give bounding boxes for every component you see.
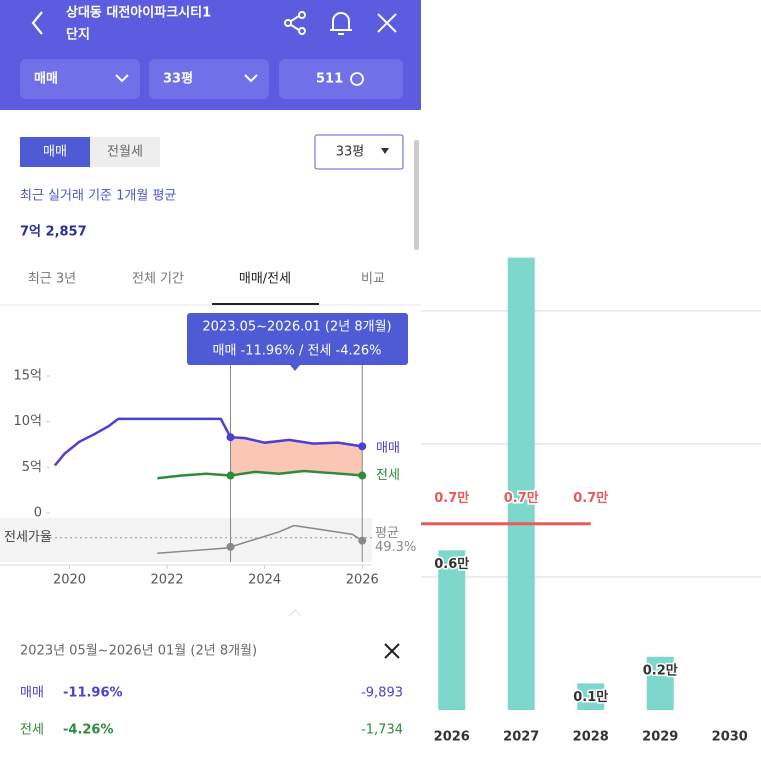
- average-label: 49.3%: [375, 540, 416, 555]
- x-tick-label: 2028: [573, 730, 609, 745]
- reference-label: 0.7만: [573, 490, 608, 506]
- reference-label: 0.7만: [504, 490, 539, 506]
- ratio-point: [226, 542, 235, 551]
- gap-area: [230, 437, 363, 476]
- summary-caption: 최근 실거래 기준 1개월 평균: [20, 189, 176, 204]
- ratio-line: [157, 524, 363, 554]
- filter-label: 매매: [34, 72, 58, 87]
- detail-name: 매매: [20, 686, 44, 701]
- x-tick-label: 2027: [503, 730, 539, 745]
- toggle-label: 전월세: [107, 145, 143, 160]
- toggle-active[interactable]: [20, 137, 90, 167]
- tab[interactable]: 비교: [361, 272, 385, 287]
- toggle-label: 매매: [43, 145, 67, 160]
- x-tick-label: 2030: [712, 730, 748, 745]
- bar-label: 0.2만: [643, 662, 678, 678]
- bar: [438, 550, 466, 710]
- detail-amount: -1,734: [361, 723, 403, 738]
- bar: [507, 257, 535, 710]
- y-tick-label: 15억: [13, 369, 42, 384]
- chat-icon: [350, 72, 364, 86]
- dropdown-arrow: [381, 148, 389, 154]
- back-button[interactable]: [31, 11, 43, 35]
- tab[interactable]: 최근 3년: [28, 272, 76, 287]
- reference-label: 0.7만: [434, 490, 469, 506]
- tooltip-change: 매매 -11.96% / 전세 -4.26%: [213, 344, 382, 359]
- size-select-label: 33평: [336, 145, 365, 160]
- size-select[interactable]: [314, 134, 404, 170]
- point: [226, 433, 235, 442]
- share-icon[interactable]: [284, 11, 306, 35]
- detail-rate: -4.26%: [63, 723, 114, 738]
- x-tick-label: 2026: [346, 573, 379, 588]
- tab[interactable]: 전체 기간: [132, 272, 184, 287]
- chart-bg: [421, 0, 761, 757]
- series-label: 전세: [376, 468, 400, 483]
- point: [358, 442, 367, 451]
- x-tick-label: 2029: [642, 730, 678, 745]
- detail-amount: -9,893: [361, 686, 403, 701]
- x-tick-label: 2024: [248, 573, 281, 588]
- average-name: 평균: [375, 526, 399, 541]
- x-tick-label: 2020: [53, 573, 86, 588]
- detail-close[interactable]: [384, 643, 400, 659]
- ratio-label: 전세가율: [4, 530, 52, 545]
- comment-button[interactable]: [279, 59, 403, 99]
- y-tick-label: 5억: [22, 460, 42, 475]
- scrollbar: [414, 140, 419, 250]
- tab-active[interactable]: 매매/전세: [239, 272, 291, 287]
- tooltip-pointer: [290, 365, 300, 371]
- collapse-chevron[interactable]: [288, 609, 302, 617]
- summary-price: 7억 2,857: [20, 225, 87, 240]
- title: 단지: [66, 27, 90, 43]
- detail-period: 2023년 05월~2026년 01월 (2년 8개월): [20, 644, 257, 659]
- bar-chart: 2026 0.6만 2027 2028 0.1만 2029 0.2만 2030 0.7만 0.7만…: [421, 0, 761, 757]
- tooltip-period: 2023.05~2026.01 (2년 8개월): [202, 320, 391, 335]
- filter-button[interactable]: [20, 59, 140, 99]
- bar: [577, 683, 605, 710]
- x-tick-label: 2026: [434, 730, 470, 745]
- y-tick-label: 10억: [13, 414, 42, 429]
- filter-label: 33평: [163, 71, 193, 87]
- ratio-pane: [0, 518, 372, 562]
- tooltip: [187, 313, 408, 365]
- bar: [646, 656, 674, 710]
- series-label: 매매: [376, 441, 400, 456]
- ratio-point: [358, 536, 367, 545]
- bell-icon[interactable]: [330, 12, 352, 35]
- comment-count: 511: [316, 72, 343, 87]
- filter-button[interactable]: [149, 59, 269, 99]
- series-line: [53, 417, 363, 467]
- y-tick-label: 0: [34, 506, 42, 521]
- point: [358, 471, 367, 480]
- chevron: [115, 74, 258, 83]
- detail-name: 전세: [20, 723, 44, 738]
- close-icon[interactable]: [377, 13, 397, 33]
- bar-label: 0.6만: [434, 556, 469, 572]
- detail-rate: -11.96%: [63, 686, 123, 701]
- bar-label: 0.1만: [573, 689, 608, 705]
- x-tick-label: 2022: [151, 573, 184, 588]
- title: 상대동 대전아이파크시티1: [66, 5, 211, 21]
- series-line: [157, 469, 363, 480]
- point: [226, 471, 235, 480]
- toggle[interactable]: [90, 137, 160, 167]
